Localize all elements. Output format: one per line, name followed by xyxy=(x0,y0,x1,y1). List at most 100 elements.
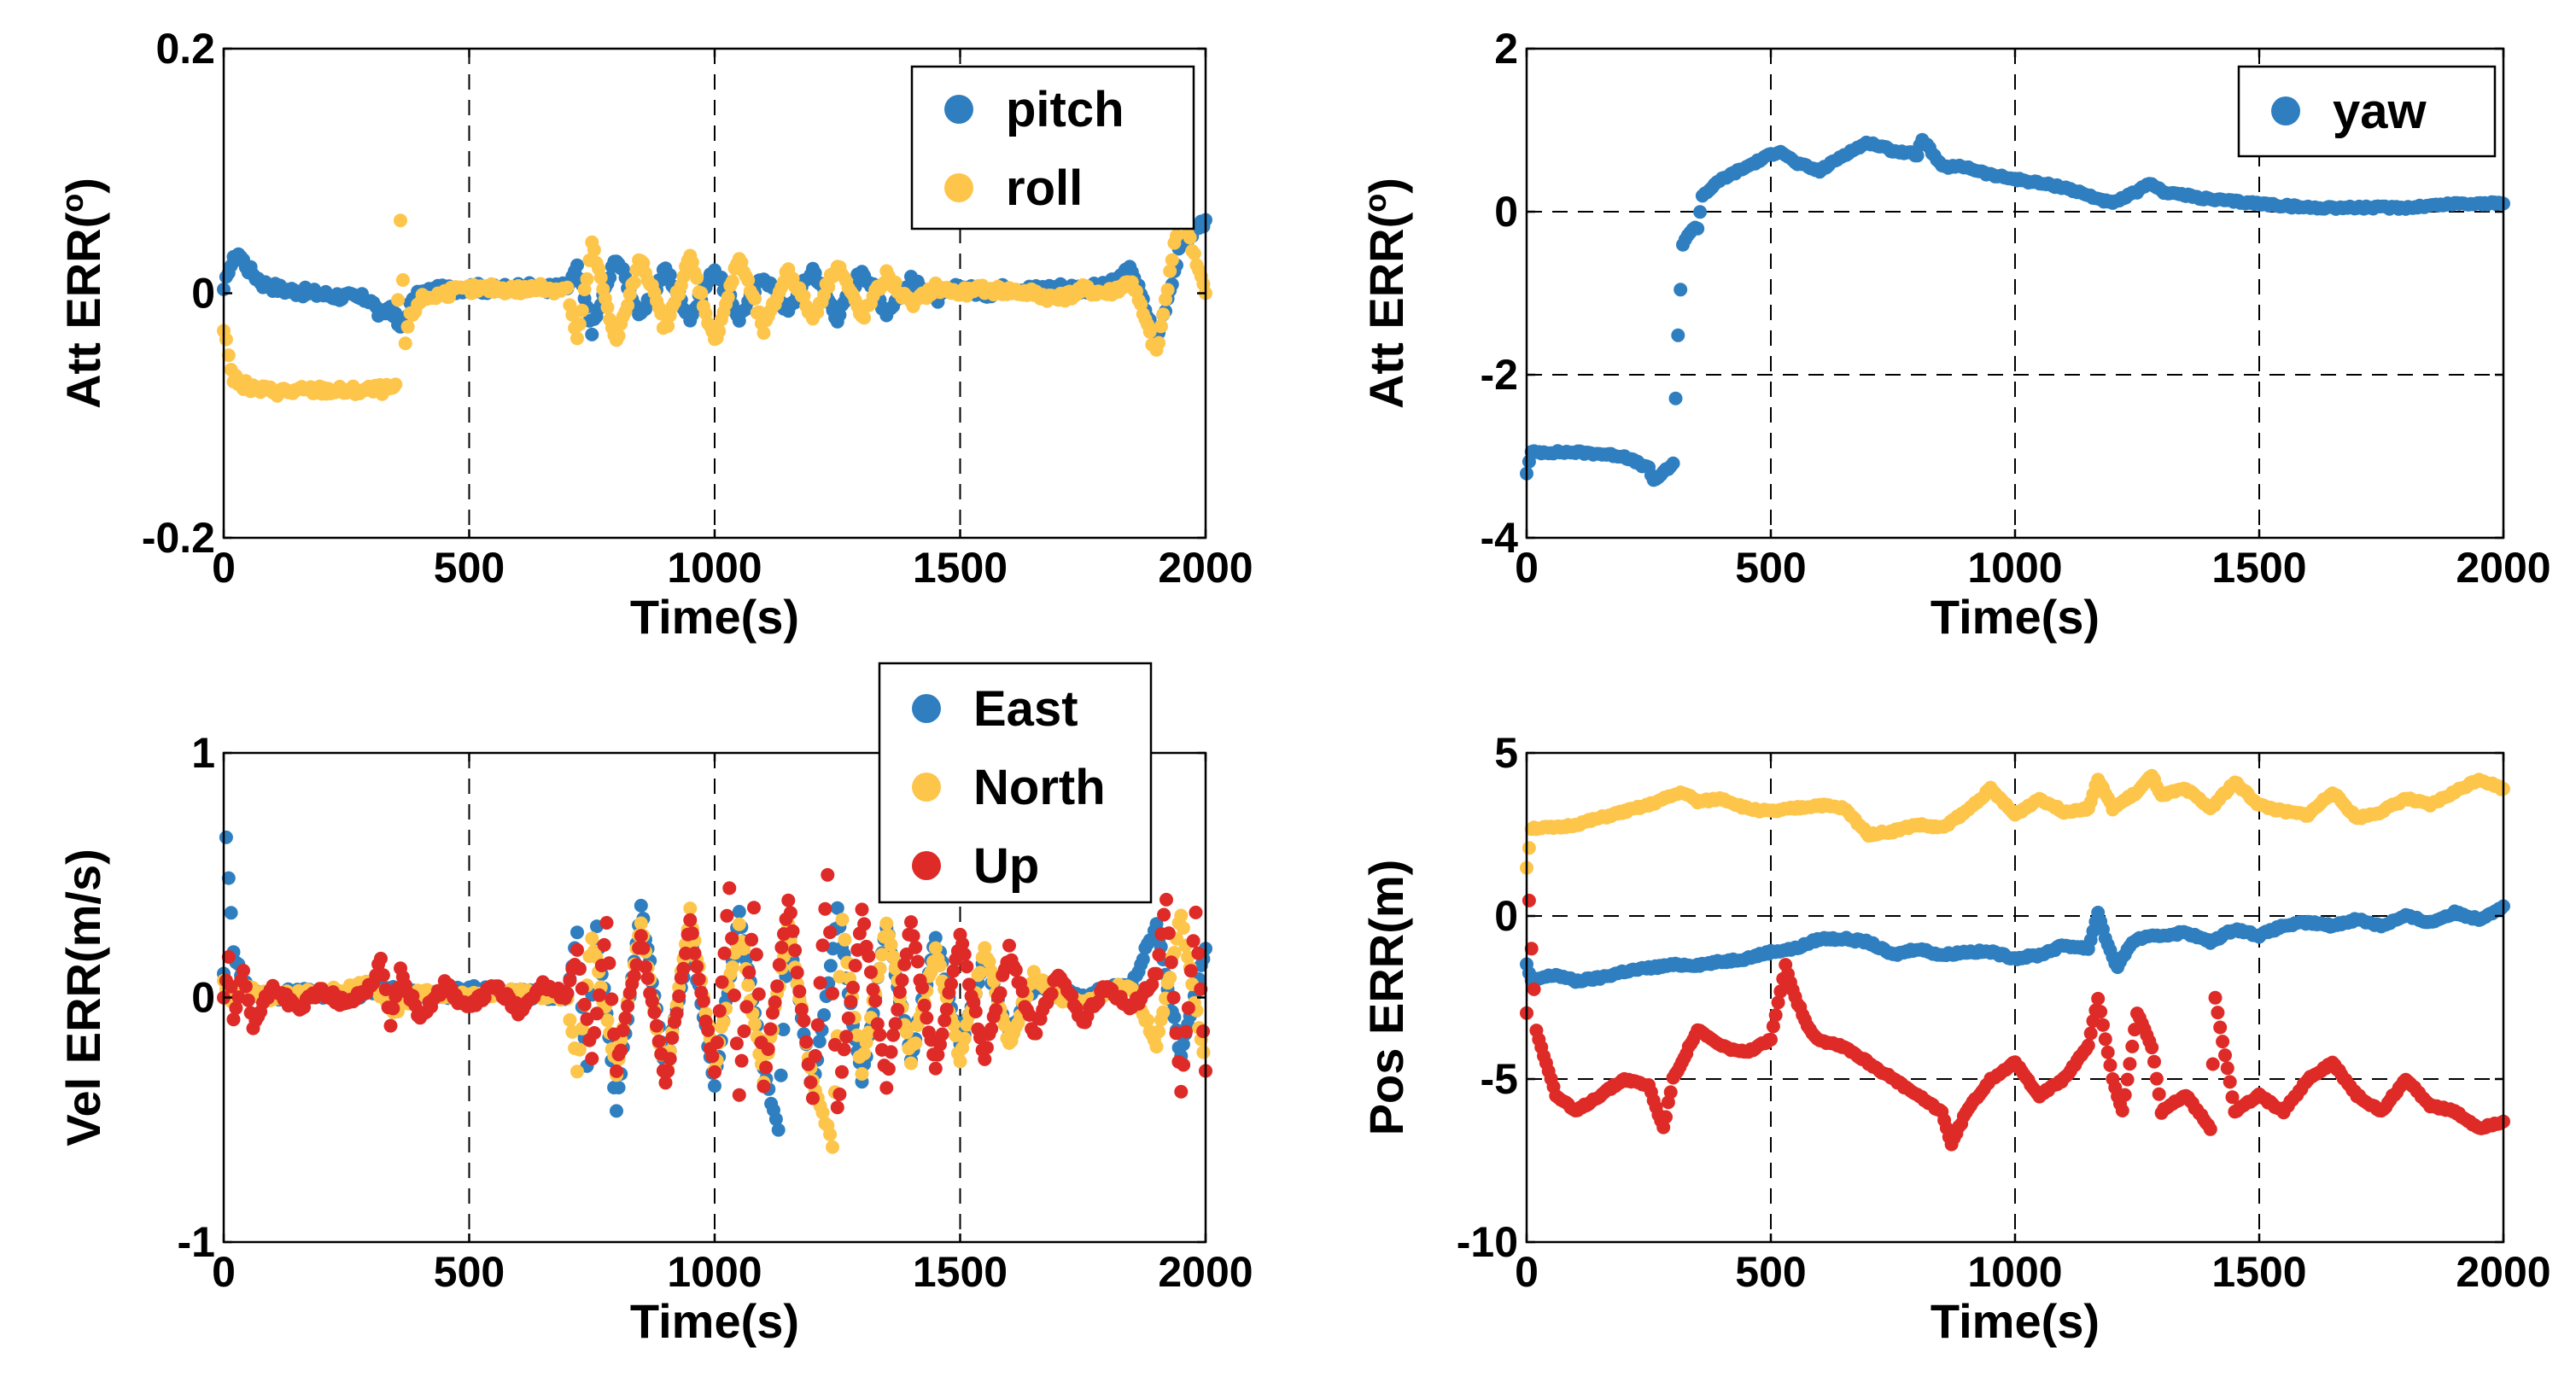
data-point xyxy=(394,213,407,228)
data-point xyxy=(1196,1045,1211,1059)
data-point xyxy=(1527,982,1541,996)
data-point xyxy=(585,931,599,946)
data-point xyxy=(600,300,615,315)
data-point xyxy=(1008,963,1023,977)
data-point xyxy=(1766,1019,1780,1034)
y-tick-label: 0 xyxy=(191,974,215,1022)
data-point xyxy=(979,1041,994,1055)
data-point xyxy=(585,327,599,341)
data-point xyxy=(2211,1006,2225,1020)
data-point xyxy=(398,336,412,351)
data-point xyxy=(748,291,762,306)
data-point xyxy=(989,1003,1003,1018)
data-point xyxy=(721,290,735,305)
data-point xyxy=(955,936,970,951)
data-point xyxy=(815,938,830,953)
data-point xyxy=(2203,1122,2217,1136)
data-point xyxy=(899,1025,914,1040)
data-point xyxy=(1149,1040,1164,1054)
data-point xyxy=(1157,907,1171,922)
data-point xyxy=(570,331,584,346)
data-point xyxy=(781,893,796,907)
data-point xyxy=(708,1065,721,1079)
data-point xyxy=(560,280,575,295)
data-point xyxy=(884,1045,898,1059)
x-tick-label: 1000 xyxy=(667,544,762,592)
data-point xyxy=(803,1075,818,1089)
x-tick-label: 1500 xyxy=(2211,544,2306,592)
y-tick-label: -10 xyxy=(1457,1218,1518,1266)
y-axis-label: Att ERR(o) xyxy=(1358,178,1414,409)
data-point xyxy=(705,1049,720,1064)
x-axis-label: Time(s) xyxy=(1931,1294,2100,1348)
data-point xyxy=(1666,456,1680,470)
data-point xyxy=(1771,995,1785,1010)
data-point xyxy=(634,898,648,913)
data-point xyxy=(928,930,943,945)
data-point xyxy=(663,268,677,283)
data-point xyxy=(830,901,844,915)
data-point xyxy=(614,1043,628,1058)
data-point xyxy=(957,948,972,961)
data-point xyxy=(799,1035,814,1049)
legend-marker xyxy=(2271,96,2300,125)
data-point xyxy=(2225,1090,2240,1105)
data-point xyxy=(1183,964,1198,978)
data-point xyxy=(1183,230,1197,245)
data-point xyxy=(904,915,918,930)
data-point xyxy=(1156,307,1171,322)
data-point xyxy=(848,959,862,973)
data-point xyxy=(875,948,889,962)
data-point xyxy=(2094,1005,2108,1019)
data-point xyxy=(665,1030,680,1045)
data-point xyxy=(737,1024,751,1038)
data-point xyxy=(661,319,675,333)
data-point xyxy=(850,1028,864,1042)
data-point xyxy=(823,959,838,973)
data-point xyxy=(1164,955,1178,970)
data-point xyxy=(794,1002,809,1017)
data-point xyxy=(818,901,832,916)
data-point xyxy=(1693,205,1708,219)
data-point xyxy=(224,979,238,994)
data-point xyxy=(1176,921,1190,935)
y-axis-label: Vel ERR(m/s) xyxy=(56,849,110,1146)
series-north xyxy=(1520,768,2510,875)
data-point xyxy=(2100,1045,2115,1059)
data-point xyxy=(873,1028,887,1042)
data-point xyxy=(813,976,827,990)
data-point xyxy=(696,994,710,1008)
data-point xyxy=(931,1047,945,1062)
data-point xyxy=(888,1017,902,1031)
data-point xyxy=(751,987,766,1001)
data-point xyxy=(830,1100,844,1115)
data-point xyxy=(742,965,756,979)
data-point xyxy=(732,905,746,919)
data-point xyxy=(1152,948,1166,962)
data-point xyxy=(400,319,415,334)
data-point xyxy=(722,881,737,895)
legend-label: Up xyxy=(973,838,1039,894)
data-point xyxy=(1177,1058,1191,1072)
legend-marker xyxy=(944,173,973,202)
data-point xyxy=(761,1042,775,1056)
data-point xyxy=(1522,893,1536,907)
data-point xyxy=(2149,1071,2164,1086)
data-point xyxy=(864,965,878,979)
data-point xyxy=(908,1036,923,1051)
x-axis-label: Time(s) xyxy=(630,1294,799,1348)
data-point xyxy=(672,989,686,1003)
data-point xyxy=(640,971,655,985)
x-tick-label: 2000 xyxy=(1158,1248,1253,1296)
data-point xyxy=(1191,946,1206,960)
data-point xyxy=(669,1006,684,1021)
data-point xyxy=(585,1052,599,1066)
data-point xyxy=(611,329,626,343)
data-point xyxy=(1149,917,1164,931)
y-tick-label: 0 xyxy=(191,270,215,318)
x-tick-label: 500 xyxy=(434,1248,505,1296)
data-point xyxy=(1174,908,1189,923)
data-point xyxy=(685,926,699,941)
data-point xyxy=(241,993,255,1007)
